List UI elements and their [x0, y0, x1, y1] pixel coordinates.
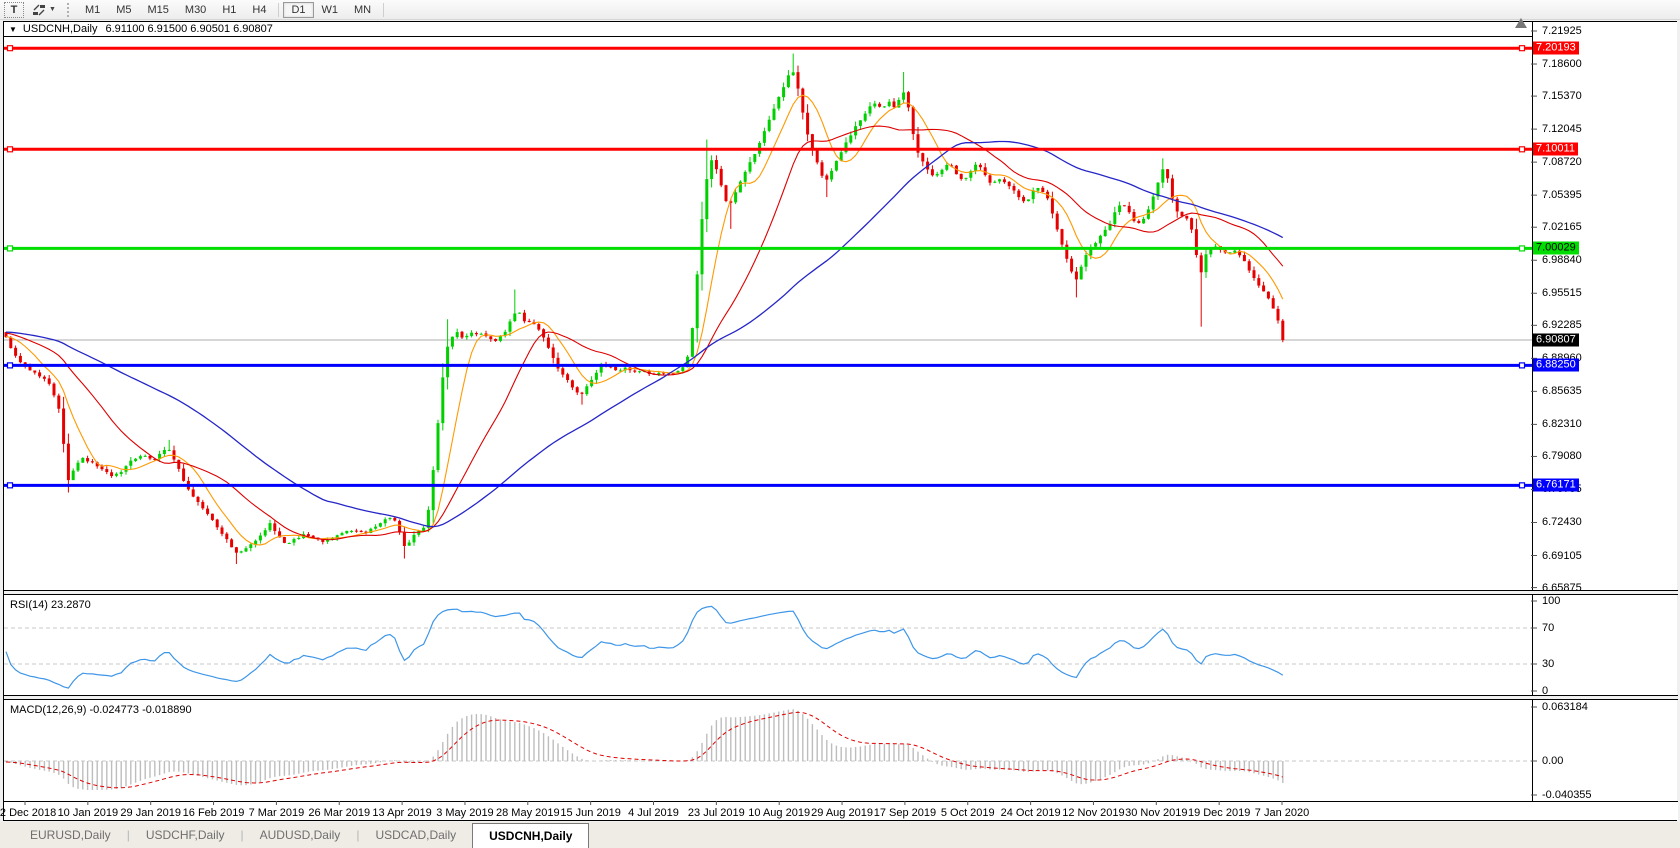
chart-title-bar: ▼ USDCNH,Daily 6.91100 6.91500 6.90501 6…	[4, 22, 1532, 37]
timeframe-button-m5[interactable]: M5	[116, 3, 132, 16]
collapse-triangle-icon[interactable]: ▼	[9, 24, 17, 34]
main-chart-plot[interactable]	[4, 38, 1532, 590]
top-toolbar: T ▼ M1 M5 M15 M30 H1 H4 D1 W1 MN	[0, 0, 1680, 20]
timeframe-button-h1[interactable]: H1	[222, 3, 237, 16]
timeframe-button-mn[interactable]: MN	[354, 3, 372, 16]
panel-splitter[interactable]	[4, 695, 1678, 700]
chart-tab-usdchf[interactable]: USDCHF,Daily	[145, 828, 225, 842]
tab-divider: |	[356, 828, 360, 842]
price-axis[interactable]	[1532, 22, 1677, 801]
macd-label: MACD(12,26,9) -0.024773 -0.018890	[10, 704, 192, 716]
toolbar-separator	[383, 2, 385, 17]
macd-panel[interactable]: MACD(12,26,9) -0.024773 -0.018890	[4, 701, 1532, 800]
chart-tab-usdcnh[interactable]: USDCNH,Daily	[472, 823, 590, 848]
text-tool-button[interactable]: T	[4, 1, 24, 18]
mouse-cursor	[1515, 18, 1527, 28]
tile-windows-button[interactable]: ▼	[28, 2, 59, 18]
chart-symbol-title: USDCNH,Daily	[22, 23, 98, 35]
date-axis[interactable]	[4, 801, 1678, 820]
timeframe-button-h4[interactable]: H4	[252, 3, 267, 16]
chart-tab-bar: EURUSD,Daily | USDCHF,Daily | AUDUSD,Daily | U…	[0, 822, 1680, 848]
chevron-down-icon[interactable]: ▼	[49, 6, 56, 13]
tile-arrows-icon	[33, 4, 45, 15]
tab-divider: |	[126, 828, 130, 842]
timeframe-button-w1[interactable]: W1	[321, 3, 339, 16]
chart-tab-audusd[interactable]: AUDUSD,Daily	[259, 828, 341, 842]
chart-ohlc-values: 6.91100 6.91500 6.90501 6.90807	[105, 23, 273, 35]
chart-window: ▼ USDCNH,Daily 6.91100 6.91500 6.90501 6…	[3, 21, 1678, 821]
chart-tab-eurusd[interactable]: EURUSD,Daily	[30, 828, 111, 842]
timeframe-toolbar: M1 M5 M15 M30 H1 H4 D1 W1 MN	[77, 1, 388, 18]
chart-tab-usdcad[interactable]: USDCAD,Daily	[375, 828, 457, 842]
rsi-label: RSI(14) 23.2870	[10, 599, 91, 611]
toolbar-separator	[278, 2, 280, 17]
timeframe-button-m30[interactable]: M30	[184, 3, 207, 16]
timeframe-button-m1[interactable]: M1	[84, 3, 101, 16]
timeframe-button-m15[interactable]: M15	[147, 3, 169, 16]
rsi-panel[interactable]: RSI(14) 23.2870	[4, 596, 1532, 695]
toolbar-grip[interactable]	[66, 2, 71, 17]
timeframe-button-d1[interactable]: D1	[283, 1, 314, 18]
tab-divider: |	[240, 828, 244, 842]
panel-splitter[interactable]	[4, 590, 1678, 595]
